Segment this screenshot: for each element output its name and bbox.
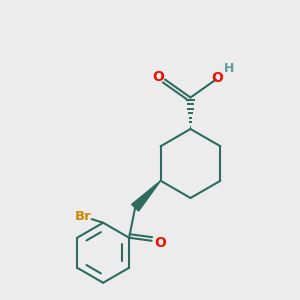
Text: O: O xyxy=(211,71,223,85)
Text: O: O xyxy=(152,70,164,84)
Text: Br: Br xyxy=(74,210,91,223)
Polygon shape xyxy=(132,181,160,211)
Text: O: O xyxy=(154,236,166,250)
Text: H: H xyxy=(224,62,234,75)
